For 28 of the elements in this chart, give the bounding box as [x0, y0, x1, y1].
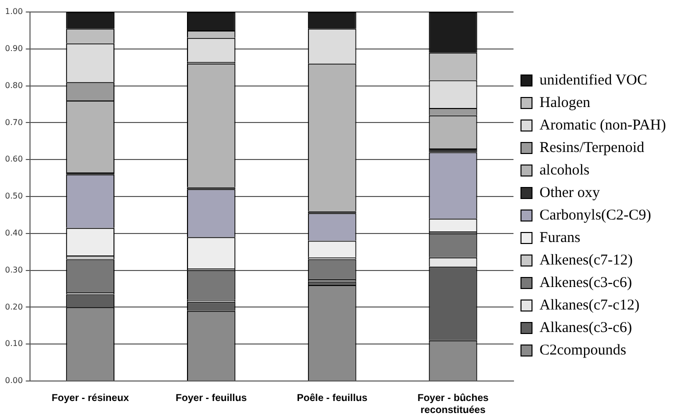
legend-label: Aromatic (non-PAH): [539, 117, 666, 134]
legend-label: Alkanes(c3-c6): [539, 320, 632, 336]
legend-label: Alkanes(c7-c12): [539, 297, 640, 314]
y-tick-label: 0.80: [5, 80, 23, 90]
legend-label: Halogen: [539, 94, 591, 111]
legend-label: Furans: [539, 230, 580, 246]
y-tick-label: 0.20: [5, 302, 23, 312]
x-tick-label: Poêle - feuillus: [296, 392, 368, 404]
legend-label: C2compounds: [539, 342, 626, 358]
y-tick-label: 0.70: [5, 118, 23, 127]
legend-label: Other oxy: [539, 184, 600, 201]
legend-label: alcohols: [539, 162, 590, 178]
legend-label: Alkenes(c3-c6): [539, 274, 632, 291]
y-tick-label: 0.00: [5, 376, 23, 386]
y-tick-label: 0.60: [5, 154, 23, 164]
x-tick-label: Foyer - feuillus: [176, 392, 248, 404]
y-tick-label: 0.90: [5, 44, 23, 53]
y-tick-label: 0.40: [5, 228, 23, 238]
y-tick-label: 0.30: [5, 265, 23, 274]
x-tick-label: Foyer - résineux: [52, 392, 130, 404]
legend-label: Alkenes(c7-12): [539, 252, 633, 268]
x-tick-label: Foyer - bûches reconstituées: [417, 392, 490, 416]
legend-label: Resins/Terpenoid: [539, 140, 645, 156]
y-tick-label: 0.50: [5, 192, 23, 201]
y-tick-label: 1.00: [5, 7, 23, 16]
y-tick-label: 0.10: [5, 339, 23, 348]
legend-label: unidentified VOC: [539, 72, 648, 88]
legend-label: Carbonyls(C2-C9): [539, 207, 652, 224]
